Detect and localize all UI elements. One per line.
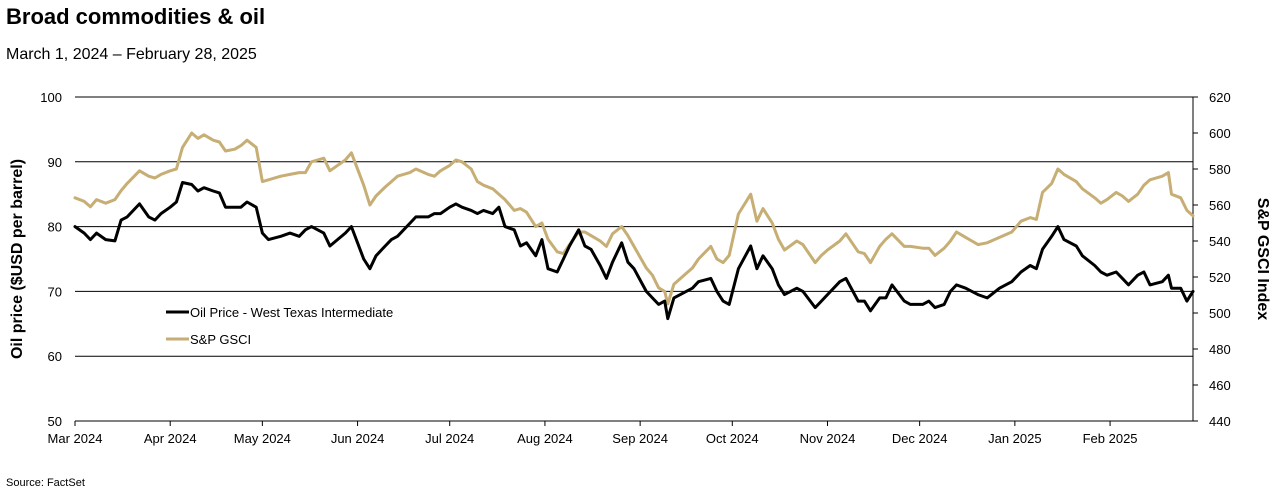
right-tick-label: 620: [1209, 90, 1231, 105]
x-tick-label: Nov 2024: [800, 431, 856, 446]
right-axis-ticks: 440 460 480 500 520 540 560 580 600 620: [1192, 90, 1231, 429]
source-note: Source: FactSet: [6, 477, 85, 489]
left-tick-label: 70: [48, 284, 62, 299]
gridlines: [75, 96, 1193, 422]
x-tick-label: Apr 2024: [144, 431, 197, 446]
series-line-gsci: [73, 131, 1195, 306]
legend-label-oil: Oil Price - West Texas Intermediate: [190, 305, 393, 320]
x-tick-label: Sep 2024: [612, 431, 668, 446]
left-tick-label: 80: [48, 220, 62, 235]
left-tick-label: 100: [40, 90, 62, 105]
right-tick-label: 520: [1209, 270, 1231, 285]
x-tick-label: Aug 2024: [517, 431, 573, 446]
x-tick-label: Mar 2024: [48, 431, 103, 446]
left-axis-title: Oil price ($USD per barrel): [9, 159, 26, 359]
x-axis: Mar 2024 Apr 2024 May 2024 Jun 2024 Jul 2024…: [48, 421, 1138, 446]
right-tick-label: 600: [1209, 126, 1231, 141]
right-tick-label: 480: [1209, 342, 1231, 357]
x-tick-label: Oct 2024: [706, 431, 759, 446]
x-tick-label: Feb 2025: [1083, 431, 1138, 446]
left-axis-ticks: 50 60 70 80 90 100: [40, 90, 62, 429]
page-title: Broad commodities & oil: [6, 4, 266, 29]
x-tick-label: Jun 2024: [331, 431, 385, 446]
legend-label-gsci: S&P GSCI: [190, 332, 251, 347]
left-tick-label: 60: [48, 349, 62, 364]
right-tick-label: 560: [1209, 198, 1231, 213]
right-tick-label: 580: [1209, 162, 1231, 177]
right-tick-label: 440: [1209, 414, 1231, 429]
series-lines: [73, 131, 1195, 321]
right-tick-label: 460: [1209, 378, 1231, 393]
x-tick-label: Jul 2024: [425, 431, 474, 446]
right-axis-title: S&P GSCI Index: [1254, 198, 1271, 321]
x-tick-label: May 2024: [234, 431, 291, 446]
left-tick-label: 90: [48, 155, 62, 170]
right-tick-label: 500: [1209, 306, 1231, 321]
x-tick-label: Dec 2024: [892, 431, 948, 446]
left-tick-label: 50: [48, 414, 62, 429]
legend: Oil Price - West Texas Intermediate S&P …: [166, 305, 393, 347]
x-tick-label: Jan 2025: [988, 431, 1042, 446]
right-tick-label: 540: [1209, 234, 1231, 249]
series-line-oil: [73, 181, 1195, 321]
page-subtitle: March 1, 2024 – February 28, 2025: [6, 46, 257, 63]
